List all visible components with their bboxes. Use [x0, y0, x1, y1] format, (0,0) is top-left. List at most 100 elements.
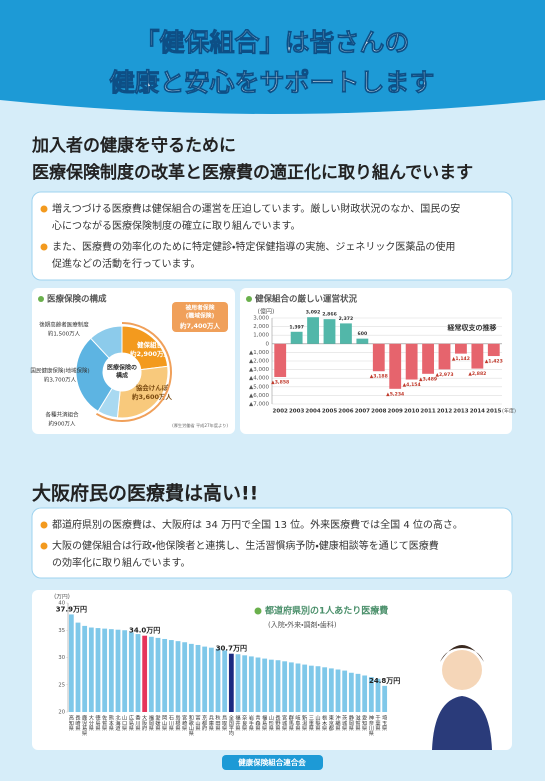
bar	[308, 665, 314, 712]
y-tick-label: 30	[58, 655, 65, 661]
bar	[202, 646, 208, 712]
x-tick-label: 徳島県	[94, 714, 100, 732]
x-tick-label: 2009	[388, 409, 403, 415]
bar	[182, 642, 188, 712]
bar	[268, 659, 274, 712]
value-label: ▲3,489	[419, 376, 437, 382]
x-tick-label: 富山県	[195, 714, 201, 732]
bar	[282, 661, 288, 712]
x-tick-label: 千葉県	[374, 714, 380, 732]
bar	[122, 630, 128, 712]
y-tick-label: ▲1,000	[249, 350, 269, 356]
bar	[355, 673, 361, 712]
bar	[322, 667, 328, 712]
y-tick-label: 2,000	[253, 324, 269, 330]
y-tick-label: 35	[58, 628, 65, 634]
bar	[262, 658, 268, 712]
x-tick-label: 沖縄県	[334, 714, 340, 732]
title-dot	[254, 607, 262, 615]
bar	[148, 636, 154, 712]
x-tick-label: 福岡県	[148, 714, 154, 732]
bar	[372, 343, 385, 372]
slice-value: 約2,900万人	[129, 349, 171, 358]
x-tick-label: 石川県	[168, 715, 174, 732]
x-tick-label: 静岡県	[347, 714, 353, 732]
x-tick-label: 鹿児島県	[81, 714, 87, 738]
x-tick-label: 東京都	[328, 714, 334, 732]
bar	[102, 628, 108, 712]
x-tick-label: 兵庫県	[208, 714, 214, 732]
bar	[288, 662, 294, 712]
x-tick-label: 山形県	[267, 714, 273, 732]
group-name: 被用者保険	[185, 304, 215, 312]
bar	[175, 641, 181, 712]
x-tick-label: 福井県	[235, 714, 241, 732]
group-box	[172, 302, 228, 332]
x-tick-label: 2014	[470, 409, 485, 415]
x-tick-label: 岩手県	[248, 714, 254, 732]
bar	[438, 343, 451, 370]
y-tick-label: ▲7,000	[249, 402, 269, 408]
x-tick-label: 京都府	[201, 715, 207, 732]
x-tick-label: 群馬県	[288, 714, 294, 732]
annotation: 経常収支の推移	[447, 323, 497, 332]
x-tick-label: 青森県	[254, 714, 260, 732]
y-tick-label: 25	[58, 682, 65, 688]
bar	[275, 660, 281, 712]
bar	[302, 664, 308, 712]
x-tick-label: 宮崎県	[181, 714, 187, 732]
value-label: ▲4,154	[403, 382, 421, 388]
x-tick-label: 宮城県	[281, 714, 287, 732]
x-tick-label: 2008	[371, 409, 386, 415]
x-tick-label: 大阪府	[141, 714, 147, 732]
bar	[155, 637, 161, 712]
pie-center-label: 医療保険の	[107, 364, 137, 372]
title-dot	[38, 296, 44, 302]
x-tick-label: 2013	[453, 409, 468, 415]
value-label: ▲1,142	[452, 356, 470, 362]
value-label: ▲5,234	[386, 391, 404, 397]
bar	[348, 672, 354, 712]
bar	[222, 650, 228, 712]
bar	[255, 657, 261, 712]
value-label: 3,092	[306, 310, 321, 316]
bar	[248, 656, 254, 712]
y-tick-label: 3,000	[253, 316, 269, 322]
bar	[228, 653, 234, 712]
value-label: ▲3,858	[271, 379, 289, 385]
bar	[142, 635, 148, 712]
x-unit: (年度)	[502, 408, 516, 415]
x-tick-label: 埼玉県	[381, 714, 387, 732]
x-tick-label: 2006	[338, 409, 353, 415]
pie-slice	[90, 325, 123, 359]
bar	[195, 644, 201, 712]
slice-label: 健保組合	[136, 340, 164, 349]
bullet-text: 都道府県別の医療費は、大阪府は 34 万円で全国 13 位。外来医療費では全国 …	[52, 518, 463, 531]
bar	[328, 668, 334, 712]
bar	[315, 666, 321, 712]
x-tick-label: 鳥取県	[221, 714, 227, 732]
group-name: (職域保険)	[186, 312, 215, 320]
bar	[323, 319, 336, 344]
x-tick-label: 奈良県	[241, 714, 247, 732]
pie-slice	[75, 337, 113, 412]
value-label: 34.0万円	[129, 627, 160, 635]
y-unit: (万円)	[54, 594, 70, 601]
y-tick-label: 40	[58, 601, 65, 607]
section-heading: 大阪府民の医療費は高い!!	[32, 482, 258, 505]
bar	[471, 343, 484, 369]
bullet-box	[31, 507, 513, 579]
x-tick-label: 新潟県	[301, 714, 307, 732]
bar	[235, 654, 241, 712]
bar	[405, 343, 418, 380]
y-unit: (億円)	[258, 308, 275, 316]
footer-badge	[222, 755, 323, 770]
y-tick-label: 20	[58, 710, 65, 716]
section-heading: 加入者の健康を守るために	[31, 135, 236, 156]
x-tick-label: 2012	[437, 409, 452, 415]
bar	[335, 669, 341, 712]
x-tick-label: 2003	[289, 409, 304, 415]
bar	[162, 638, 168, 712]
slice-value: 約3,600万人	[131, 392, 173, 401]
y-tick-label: 0	[266, 341, 270, 347]
